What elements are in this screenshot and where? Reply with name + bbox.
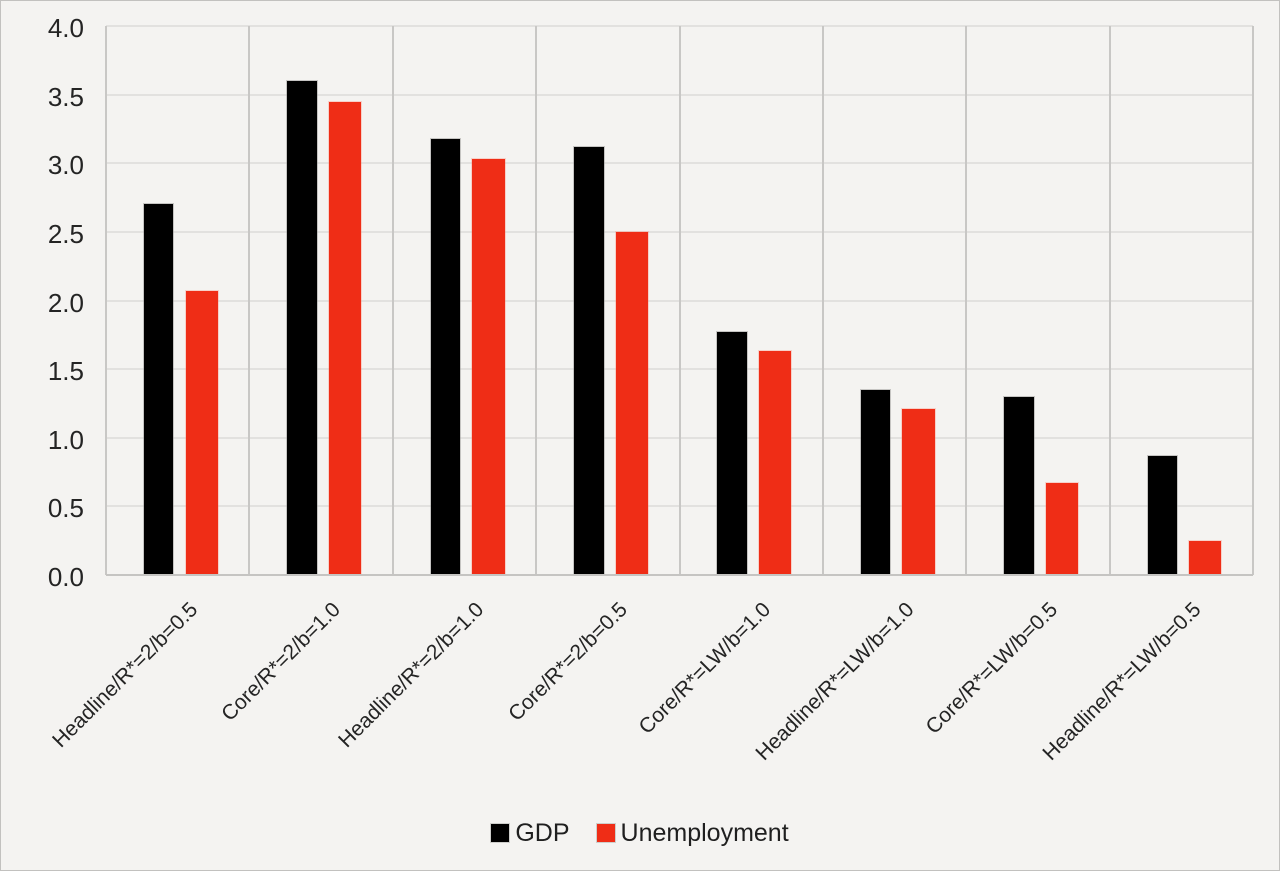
bar-unemployment-2 — [328, 101, 362, 575]
gridline-vertical — [535, 26, 538, 575]
x-axis-line — [106, 574, 1253, 576]
y-tick-label: 3.5 — [47, 81, 84, 112]
bar-unemployment-3 — [472, 159, 505, 575]
x-category-label: Core/R*=2/b=1.0 — [217, 598, 346, 726]
legend-item-gdp: GDP — [491, 818, 570, 848]
gridline-vertical — [821, 26, 824, 575]
x-category-label: Core/R*=LW/b=1.0 — [634, 598, 776, 739]
legend-item-unemployment: Unemployment — [596, 818, 789, 848]
bar-gdp-6 — [860, 389, 891, 575]
gridline-vertical — [1108, 26, 1111, 575]
bar-gdp-2 — [287, 80, 317, 575]
bar-unemployment-4 — [615, 231, 648, 575]
x-category-label: Headline/R*=LW/b=1.0 — [751, 598, 919, 766]
legend: GDP Unemployment — [0, 815, 1280, 851]
x-category-label: Headline/R*=LW/b=0.5 — [1038, 598, 1206, 766]
bar-unemployment-6 — [902, 408, 935, 575]
gridline-vertical — [965, 26, 968, 575]
bar-gdp-4 — [574, 146, 604, 575]
legend-label-unemployment: Unemployment — [620, 818, 789, 847]
gridline-vertical — [248, 26, 251, 575]
gridline-vertical — [105, 26, 107, 575]
y-tick-label: 4.0 — [47, 13, 84, 43]
bar-unemployment-8 — [1189, 540, 1222, 575]
y-tick-label: 2.5 — [47, 218, 84, 249]
bar-gdp-1 — [143, 204, 174, 575]
y-tick-label: 0.5 — [47, 493, 84, 524]
y-tick-label: 2.0 — [47, 287, 84, 318]
y-axis-tick-labels: 4.0 3.5 3.0 2.5 2.0 1.5 1.0 0.5 0.0 — [0, 0, 84, 871]
bar-gdp-5 — [717, 332, 747, 575]
legend-label-gdp: GDP — [515, 818, 570, 847]
gridline-vertical — [391, 26, 394, 575]
gridline-vertical — [1252, 26, 1254, 575]
x-category-label: Core/R*=LW/b=0.5 — [921, 598, 1063, 739]
unemployment-series-swatch-icon — [596, 824, 615, 842]
y-tick-label: 1.5 — [47, 356, 84, 387]
bar-gdp-7 — [1004, 396, 1034, 575]
bar-gdp-8 — [1147, 455, 1177, 575]
y-tick-label: 1.0 — [47, 424, 84, 455]
bar-unemployment-7 — [1045, 483, 1079, 575]
x-category-label: Core/R*=2/b=0.5 — [504, 598, 633, 726]
bar-unemployment-5 — [759, 351, 792, 575]
gridline-vertical — [678, 26, 681, 575]
plot-area — [105, 25, 1254, 576]
bar-unemployment-1 — [185, 290, 218, 575]
bar-gdp-3 — [430, 138, 461, 575]
x-category-label: Headline/R*=2/b=0.5 — [47, 598, 202, 753]
gdp-series-swatch-icon — [491, 824, 510, 842]
y-tick-label: 3.0 — [47, 150, 84, 181]
y-tick-label: 0.0 — [47, 562, 84, 592]
x-category-label: Headline/R*=2/b=1.0 — [334, 598, 489, 753]
